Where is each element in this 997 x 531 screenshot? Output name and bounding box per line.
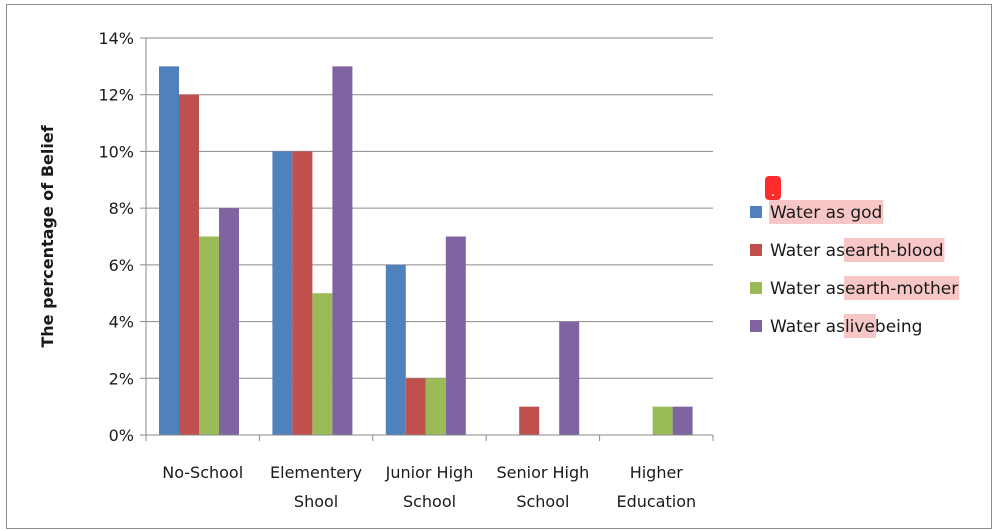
bar: [652, 406, 673, 435]
y-tick-label: 2%: [109, 369, 134, 388]
legend-swatch: [750, 320, 762, 332]
bar: [672, 406, 693, 435]
chart-frame: 0% 2% 4% 6% 8% 10% 12% 14% No-School Elementery Sh…: [6, 4, 992, 529]
legend-highlight: [843, 276, 960, 300]
x-category-label: No-School: [162, 463, 243, 482]
y-tick-label: 8%: [109, 199, 134, 218]
y-tick-label: 14%: [98, 29, 134, 48]
y-axis-title: The percentage of Belief: [38, 124, 57, 347]
x-category-label: Junior High: [385, 463, 474, 482]
bar-chart: 0% 2% 4% 6% 8% 10% 12% 14% No-School Elementery Sh…: [38, 29, 960, 511]
bar: [272, 151, 293, 435]
annotation-marker: [765, 176, 781, 200]
x-category-label: Education: [616, 492, 696, 511]
legend-label: Water as: [770, 241, 845, 261]
legend-swatch: [750, 244, 762, 256]
bar: [519, 406, 540, 435]
bar: [385, 264, 406, 435]
legend-label: earth-blood: [845, 241, 944, 261]
legend-highlight: [769, 200, 884, 224]
legend-label: Water as: [770, 317, 845, 337]
legend-label: live: [845, 317, 875, 337]
x-category-label: School: [516, 492, 569, 511]
bar: [559, 321, 580, 435]
x-category-label: Senior High: [496, 463, 589, 482]
legend-label: earth-mother: [845, 279, 958, 299]
bar: [292, 151, 313, 435]
x-category-label: Higher: [630, 463, 684, 482]
y-tick-label: 6%: [109, 256, 134, 275]
bar: [179, 94, 199, 435]
legend-highlight: [843, 238, 945, 262]
legend-highlight: [843, 314, 876, 338]
x-category-label: Shool: [294, 492, 338, 511]
bar: [312, 293, 333, 435]
x-category-label: Elementery: [270, 463, 362, 482]
bar: [159, 66, 179, 435]
legend-label: being: [875, 317, 923, 337]
x-category-label: School: [403, 492, 456, 511]
y-tick-label: 10%: [98, 142, 134, 161]
legend-label: Water as god: [770, 203, 882, 223]
bar: [405, 378, 426, 435]
legend-swatch: [750, 206, 762, 218]
legend-label: Water as: [770, 279, 845, 299]
annotation-marker-text: .: [771, 184, 775, 200]
bar: [219, 208, 239, 435]
y-tick-label: 0%: [109, 426, 134, 445]
legend-swatch: [750, 282, 762, 294]
y-tick-label: 4%: [109, 313, 134, 332]
bar: [199, 236, 219, 435]
bar: [332, 66, 353, 435]
y-tick-label: 12%: [98, 86, 134, 105]
bar: [425, 378, 446, 435]
bar: [445, 236, 466, 435]
